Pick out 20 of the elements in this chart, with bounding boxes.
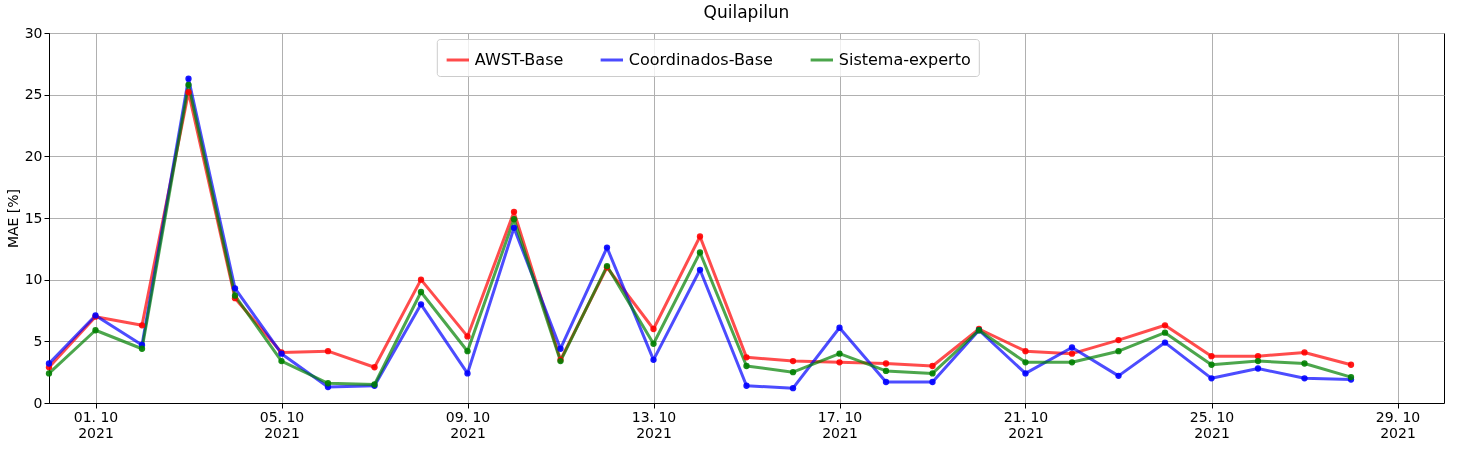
y-axis-title: MAE [%] xyxy=(4,188,21,249)
y-tick-label: 10 xyxy=(24,271,43,288)
y-tick-label: 0 xyxy=(33,394,43,411)
y-tick-label: 30 xyxy=(24,24,43,41)
x-tick-label: 09. 10 2021 xyxy=(445,408,491,441)
legend-label: Sistema-experto xyxy=(838,50,971,69)
legend-label: Coordinados-Base xyxy=(628,50,773,69)
x-tick-label: 21. 10 2021 xyxy=(1003,408,1049,441)
x-tick-label: 13. 10 2021 xyxy=(631,408,677,441)
x-tick-label: 17. 10 2021 xyxy=(817,408,863,441)
y-tick-label: 20 xyxy=(24,147,43,164)
x-tick-label: 25. 10 2021 xyxy=(1189,408,1235,441)
x-tick-label: 29. 10 2021 xyxy=(1375,408,1421,441)
x-tick-label: 01. 10 2021 xyxy=(73,408,119,441)
y-tick-label: 5 xyxy=(33,332,43,349)
y-tick-label: 15 xyxy=(24,209,43,226)
x-tick-label: 05. 10 2021 xyxy=(259,408,305,441)
chart-title: Quilapilun xyxy=(703,2,790,22)
y-tick-label: 25 xyxy=(24,86,43,103)
legend-label: AWST-Base xyxy=(474,50,564,69)
